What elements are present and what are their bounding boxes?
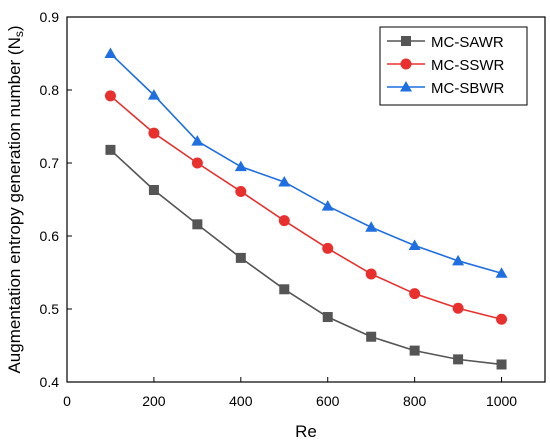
legend-marker-mc-sawr	[401, 36, 411, 46]
data-point-mc-sawr	[409, 345, 420, 356]
data-point-mc-sawr	[279, 284, 290, 295]
data-point-mc-sbwr	[452, 254, 465, 266]
data-point-mc-sawr	[366, 331, 377, 342]
data-point-mc-sbwr	[495, 267, 508, 278]
data-point-mc-sbwr	[321, 200, 334, 211]
data-point-mc-sswr	[365, 268, 377, 280]
series-line-mc-sbwr	[109, 52, 502, 274]
data-point-mc-sbwr	[147, 89, 160, 100]
data-point-mc-sswr	[322, 242, 334, 254]
data-point-mc-sawr	[148, 185, 159, 196]
y-axis-title-close: )	[5, 25, 24, 31]
y-tick-label: 0.9	[40, 9, 60, 25]
data-point-mc-sbwr	[278, 175, 291, 187]
x-tick-label: 600	[316, 393, 340, 409]
legend-label-mc-sbwr: MC-SBWR	[431, 80, 504, 97]
y-axis-title-subscript: s	[12, 31, 26, 37]
y-axis-title: Augmentation entropy generation number (…	[5, 25, 26, 373]
data-point-mc-sbwr	[234, 160, 247, 172]
data-point-mc-sawr	[453, 354, 464, 365]
x-tick-label: 0	[63, 393, 71, 409]
data-point-mc-sswr	[496, 313, 508, 325]
series-mc-sswr	[104, 90, 508, 325]
data-point-mc-sswr	[148, 127, 160, 139]
data-point-mc-sbwr	[104, 47, 117, 58]
ticks-layer: 0 200 400 600 800 1000 0.4 0.5 0.6 0.7 0.8 0.9	[40, 9, 518, 409]
data-point-mc-sawr	[322, 312, 333, 323]
data-point-mc-sswr	[409, 288, 421, 300]
data-point-mc-sswr	[104, 90, 116, 102]
data-point-mc-sawr	[496, 359, 507, 370]
data-point-mc-sswr	[191, 157, 203, 169]
x-axis-title: Re	[295, 422, 317, 441]
data-point-mc-sawr	[105, 144, 116, 155]
data-point-mc-sawr	[192, 219, 203, 230]
y-tick-label: 0.6	[40, 228, 60, 244]
legend-marker-mc-sbwr	[400, 81, 412, 92]
x-tick-label: 800	[403, 393, 427, 409]
legend-label-mc-sawr: MC-SAWR	[431, 34, 504, 51]
y-tick-label: 0.7	[40, 155, 60, 171]
series-line-mc-sawr	[109, 149, 502, 366]
plot-frame	[66, 16, 546, 383]
y-axis-title-main: Augmentation entropy generation number (…	[5, 37, 24, 373]
data-point-mc-sbwr	[408, 239, 421, 250]
legend-label-mc-sswr: MC-SSWR	[431, 57, 504, 74]
y-tick-label: 0.5	[40, 301, 60, 317]
legend: MC-SAWR MC-SSWR MC-SBWR	[379, 26, 528, 106]
data-point-mc-sswr	[452, 302, 464, 314]
series-layer	[104, 47, 508, 370]
x-tick-label: 400	[229, 393, 253, 409]
y-tick-label: 0.4	[40, 374, 60, 390]
data-point-mc-sswr	[235, 185, 247, 197]
series-mc-sbwr	[104, 47, 508, 278]
series-line-mc-sswr	[109, 95, 502, 320]
data-point-mc-sawr	[235, 252, 246, 263]
data-point-mc-sbwr	[191, 135, 204, 146]
series-mc-sawr	[105, 144, 507, 370]
y-tick-label: 0.8	[40, 82, 60, 98]
data-point-mc-sswr	[278, 215, 290, 227]
x-tick-label: 1000	[486, 393, 517, 409]
legend-marker-mc-sswr	[400, 58, 412, 70]
data-point-mc-sbwr	[365, 221, 378, 232]
x-tick-label: 200	[142, 393, 166, 409]
